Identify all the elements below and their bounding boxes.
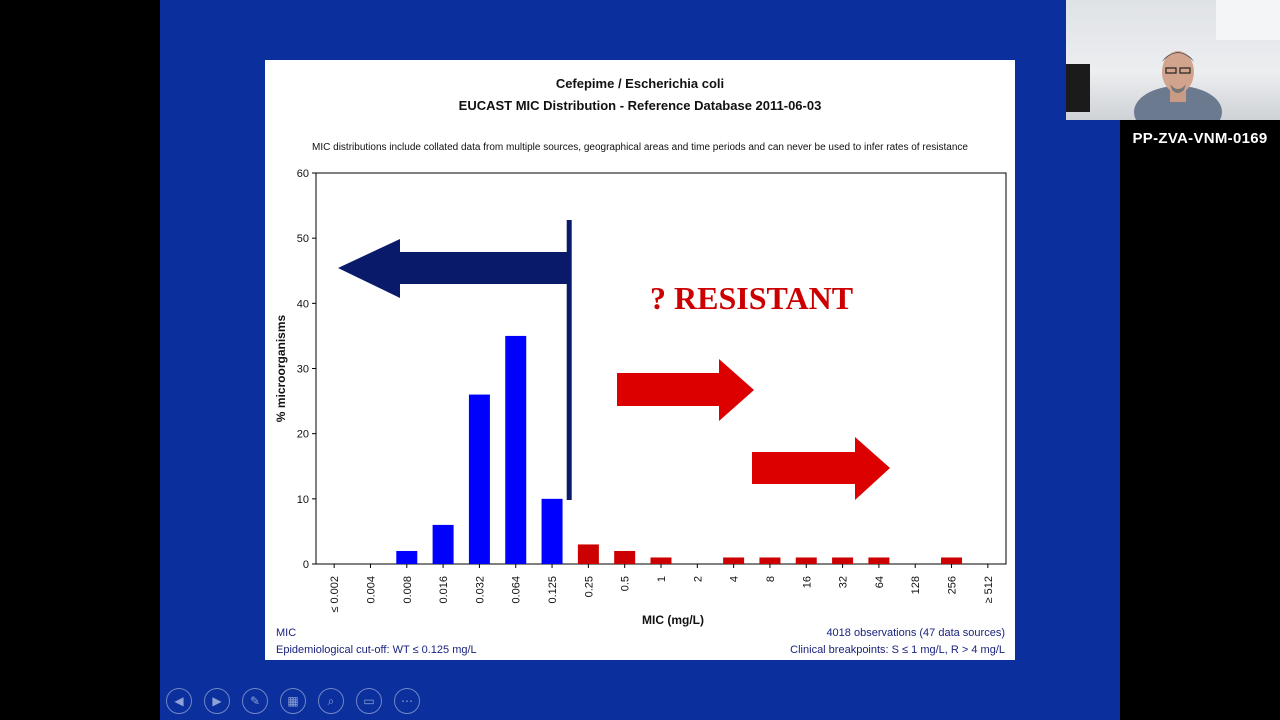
x-tick-label: 0.5 — [620, 576, 632, 591]
x-tick-label: 8 — [765, 576, 777, 582]
footer-observations: 4018 observations (47 data sources) — [826, 627, 1005, 639]
bar-0.032 — [468, 394, 490, 564]
x-tick-label: 0.064 — [511, 576, 523, 604]
footer-mic-label: MIC — [276, 627, 297, 639]
screen-button[interactable]: ▭ — [356, 688, 382, 714]
more-options-button[interactable]: ⋯ — [394, 688, 420, 714]
bar-0.016 — [432, 524, 454, 564]
x-tick-label: ≥ 512 — [983, 576, 995, 603]
x-tick-label: 4 — [729, 576, 741, 582]
bar-0.064 — [505, 335, 527, 564]
bar-0.125 — [541, 498, 563, 564]
bar-32 — [832, 557, 854, 564]
bar-0.25 — [577, 544, 599, 564]
chart-disclaimer: MIC distributions include collated data … — [312, 142, 968, 153]
presenter-image — [1066, 0, 1280, 120]
chart-title: Cefepime / Escherichia coli — [555, 76, 725, 91]
ecoff-cutoff-line — [566, 220, 572, 500]
y-tick-label: 40 — [297, 298, 309, 310]
x-tick-label: 0.25 — [583, 576, 595, 597]
non-wild-type-arrow-1 — [617, 359, 754, 421]
x-tick-label: 64 — [874, 576, 886, 588]
bar-256 — [941, 557, 963, 564]
right-letterbox — [1120, 120, 1280, 720]
x-tick-label: 1 — [656, 576, 668, 582]
wild-type-arrow — [338, 239, 568, 298]
y-tick-label: 30 — [297, 364, 309, 376]
x-tick-label: 0.004 — [365, 576, 377, 604]
x-tick-label: 128 — [910, 576, 922, 594]
x-tick-label: 0.032 — [474, 576, 486, 604]
bar-0.5 — [614, 550, 636, 564]
x-tick-label: 256 — [947, 576, 959, 594]
footer-breakpoints: Clinical breakpoints: S ≤ 1 mg/L, R > 4 … — [790, 644, 1005, 656]
y-tick-label: 20 — [297, 429, 309, 441]
x-tick-label: 0.125 — [547, 576, 559, 604]
presenter-video — [1066, 0, 1280, 120]
zoom-button[interactable]: ⌕ — [318, 688, 344, 714]
pen-tool-button[interactable]: ✎ — [242, 688, 268, 714]
x-tick-label: 2 — [692, 576, 704, 582]
x-tick-label: 32 — [838, 576, 850, 588]
bar-1 — [650, 557, 672, 564]
bar-8 — [759, 557, 781, 564]
x-tick-label: 16 — [801, 576, 813, 588]
footer-ecoff: Epidemiological cut-off: WT ≤ 0.125 mg/L — [276, 644, 477, 656]
presenter-id-label: PP-ZVA-VNM-0169 — [1132, 130, 1268, 147]
x-tick-label: 0.008 — [402, 576, 414, 604]
x-tick-label: 0.016 — [438, 576, 450, 604]
y-axis-label: % microorganisms — [274, 314, 288, 422]
bar-4 — [723, 557, 745, 564]
bar-16 — [795, 557, 817, 564]
y-tick-label: 60 — [297, 168, 309, 180]
y-tick-label: 10 — [297, 494, 309, 506]
left-letterbox — [0, 0, 160, 720]
plot-frame — [315, 172, 1007, 565]
y-tick-label: 50 — [297, 233, 309, 245]
slide: Cefepime / Escherichia coli EUCAST MIC D… — [265, 60, 1015, 660]
non-wild-type-arrow-2 — [752, 437, 890, 500]
x-axis-label: MIC (mg/L) — [642, 613, 704, 627]
slide-sorter-button[interactable]: ▦ — [280, 688, 306, 714]
y-tick-label: 0 — [303, 559, 309, 571]
previous-slide-button[interactable]: ◀ — [166, 688, 192, 714]
bar-64 — [868, 557, 890, 564]
bar-0.008 — [396, 550, 418, 564]
resistant-annotation: ? RESISTANT — [650, 280, 853, 316]
chart-subtitle: EUCAST MIC Distribution - Reference Data… — [458, 98, 822, 113]
x-tick-label: ≤ 0.002 — [329, 576, 341, 613]
next-slide-button[interactable]: ▶ — [204, 688, 230, 714]
